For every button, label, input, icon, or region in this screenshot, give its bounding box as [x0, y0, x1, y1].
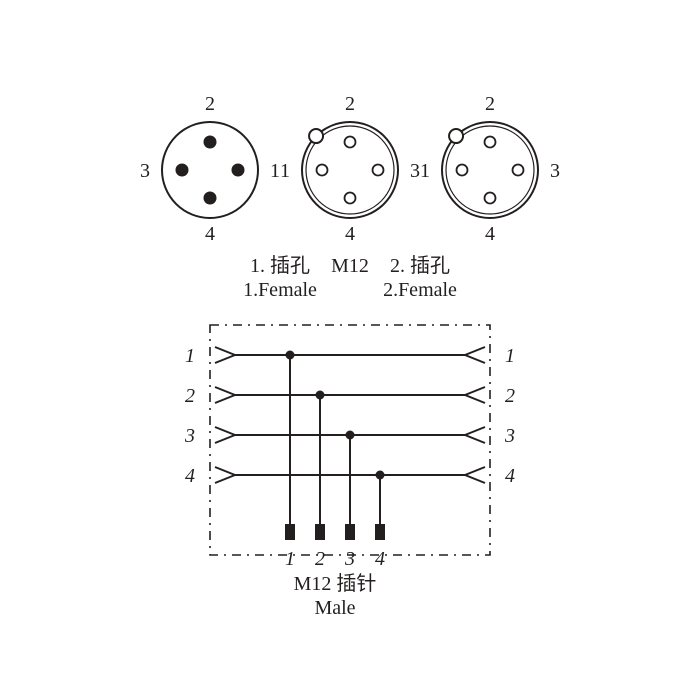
terminal-box [375, 524, 385, 540]
row-number: 3 [504, 425, 515, 447]
pin-icon [317, 165, 328, 176]
caption: M12 [331, 255, 369, 277]
caption: 1.Female [243, 279, 317, 301]
row-number: 4 [505, 465, 515, 487]
terminal-number: 4 [375, 548, 385, 570]
pin-icon [345, 193, 356, 204]
caption: 1. 插孔 [250, 254, 310, 277]
pin-number: 2 [485, 93, 495, 115]
terminal-number: 1 [285, 548, 295, 570]
row-number: 4 [185, 465, 195, 487]
pin-number: 4 [205, 223, 215, 245]
pin-number: 2 [205, 93, 215, 115]
caption: M12 插针 [294, 572, 377, 595]
pin-icon [457, 165, 468, 176]
pin-number: 2 [345, 93, 355, 115]
connector-mid-female1 [302, 122, 398, 218]
pin-number: 4 [485, 223, 495, 245]
connector-right-female2 [442, 122, 538, 218]
caption: 2. 插孔 [390, 254, 450, 277]
terminal-number: 3 [344, 548, 355, 570]
pin-icon [176, 164, 189, 177]
row-number: 2 [505, 385, 515, 407]
m12-connector-diagram: 3124132413241. 插孔M122. 插孔1.Female2.Femal… [0, 0, 700, 700]
pin-icon [345, 137, 356, 148]
pin-number: 3 [410, 160, 420, 182]
pin-icon [513, 165, 524, 176]
row-number: 1 [185, 345, 195, 367]
pin-icon [485, 193, 496, 204]
pin-number: 3 [140, 160, 150, 182]
pin-number: 1 [270, 160, 280, 182]
terminal-box [315, 524, 325, 540]
pin-number: 1 [420, 160, 430, 182]
terminal-number: 2 [315, 548, 325, 570]
pin-number: 4 [345, 223, 355, 245]
pin-icon [204, 192, 217, 205]
pin-number: 3 [550, 160, 560, 182]
pin-icon [485, 137, 496, 148]
pin-number: 1 [280, 160, 290, 182]
caption: 2.Female [383, 279, 457, 301]
row-number: 2 [185, 385, 195, 407]
wiring-diagram [210, 325, 490, 555]
row-number: 3 [184, 425, 195, 447]
terminal-box [285, 524, 295, 540]
caption: Male [314, 597, 355, 619]
connector-left-male [162, 122, 258, 218]
terminal-box [345, 524, 355, 540]
row-number: 1 [505, 345, 515, 367]
pin-icon [204, 136, 217, 149]
pin-icon [232, 164, 245, 177]
pin-icon [373, 165, 384, 176]
